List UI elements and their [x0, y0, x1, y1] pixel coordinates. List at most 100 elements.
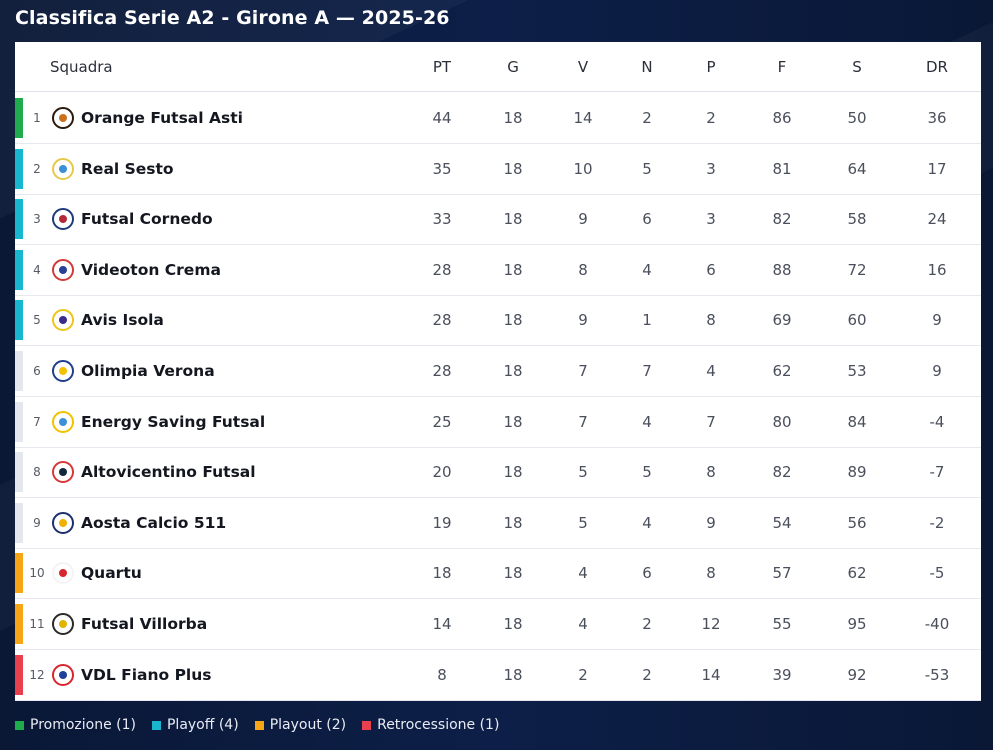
energy-saving-futsal-crest-icon [52, 411, 74, 433]
cell-dr: 9 [932, 311, 942, 329]
team-name[interactable]: Avis Isola [81, 311, 164, 329]
cell-f: 57 [772, 564, 792, 582]
legend-swatch [15, 720, 24, 730]
cell-v: 10 [573, 160, 593, 178]
zone-indicator [15, 553, 23, 593]
cell-pt: 28 [432, 311, 452, 329]
cell-dr: 9 [932, 362, 942, 380]
table-row[interactable]: 4 Videoton Crema 28 18 8 4 6 88 72 16 [15, 245, 981, 296]
table-row[interactable]: 12 VDL Fiano Plus 8 18 2 2 14 39 92 -53 [15, 650, 981, 701]
position-number: 4 [33, 263, 41, 277]
legend-item-playout: Playout (2) [254, 717, 347, 733]
column-header-dr[interactable]: DR [926, 57, 948, 76]
team-name[interactable]: Futsal Villorba [81, 615, 208, 633]
crest-emblem [59, 114, 67, 122]
column-header-team[interactable]: Squadra [50, 57, 113, 76]
cell-n: 5 [642, 463, 652, 481]
cell-p: 8 [706, 463, 716, 481]
position-number: 1 [33, 111, 41, 125]
column-header-s[interactable]: S [852, 57, 862, 76]
cell-v: 8 [578, 261, 588, 279]
column-header-v[interactable]: V [577, 57, 589, 76]
cell-n: 6 [642, 210, 652, 228]
team-name[interactable]: Real Sesto [81, 160, 174, 178]
cell-p: 3 [706, 160, 716, 178]
cell-n: 2 [642, 666, 652, 684]
cell-n: 2 [642, 109, 652, 127]
page-title: Classifica Serie A2 - Girone A — 2025-26 [15, 7, 450, 29]
table-row[interactable]: 7 Energy Saving Futsal 25 18 7 4 7 80 84 -4 [15, 397, 981, 448]
cell-n: 2 [642, 615, 652, 633]
cell-p: 12 [701, 615, 721, 633]
table-row[interactable]: 3 Futsal Cornedo 33 18 9 6 3 82 58 24 [15, 194, 981, 245]
cell-v: 9 [578, 210, 588, 228]
table-row[interactable]: 11 Futsal Villorba 14 18 4 2 12 55 95 -40 [15, 599, 981, 650]
cell-f: 69 [772, 311, 792, 329]
cell-n: 1 [642, 311, 652, 329]
team-name[interactable]: Energy Saving Futsal [81, 413, 266, 431]
zone-indicator [15, 300, 23, 340]
team-name[interactable]: VDL Fiano Plus [81, 666, 212, 684]
legend-label: Playoff (4) [166, 717, 239, 733]
cell-p: 14 [701, 666, 721, 684]
aosta-calcio-511-crest-icon [52, 512, 74, 534]
table-row[interactable]: 10 Quartu 18 18 4 6 8 57 62 -5 [15, 548, 981, 599]
legend-label: Retrocessione (1) [377, 717, 500, 733]
table-row[interactable]: 2 Real Sesto 35 18 10 5 3 81 64 17 [15, 144, 981, 195]
column-header-f[interactable]: F [777, 57, 787, 76]
team-name[interactable]: Aosta Calcio 511 [81, 514, 227, 532]
cell-p: 3 [706, 210, 716, 228]
cell-pt: 44 [432, 109, 452, 127]
crest-emblem [59, 569, 67, 577]
team-name[interactable]: Videoton Crema [81, 261, 221, 279]
team-name[interactable]: Quartu [81, 564, 142, 582]
cell-f: 86 [772, 109, 792, 127]
crest-emblem [59, 215, 67, 223]
table-row[interactable]: 8 Altovicentino Futsal 20 18 5 5 8 82 89 -7 [15, 447, 981, 498]
cell-g: 18 [503, 564, 523, 582]
zone-indicator [15, 452, 23, 492]
cell-v: 5 [578, 514, 588, 532]
cell-n: 6 [642, 564, 652, 582]
cell-p: 6 [706, 261, 716, 279]
cell-dr: 24 [927, 210, 947, 228]
table-row[interactable]: 6 Olimpia Verona 28 18 7 7 4 62 53 9 [15, 346, 981, 397]
cell-p: 2 [706, 109, 716, 127]
table-row[interactable]: 9 Aosta Calcio 511 19 18 5 4 9 54 56 -2 [15, 498, 981, 549]
legend-label: Playout (2) [269, 717, 347, 733]
cell-v: 4 [578, 615, 588, 633]
team-name[interactable]: Olimpia Verona [81, 362, 215, 380]
cell-pt: 33 [432, 210, 452, 228]
cell-p: 9 [706, 514, 716, 532]
crest-emblem [59, 165, 67, 173]
cell-v: 9 [578, 311, 588, 329]
cell-v: 7 [578, 413, 588, 431]
team-name[interactable]: Futsal Cornedo [81, 210, 213, 228]
futsal-cornedo-crest-icon [52, 208, 74, 230]
legend-swatch [362, 720, 372, 730]
cell-s: 62 [847, 564, 867, 582]
cell-g: 18 [503, 109, 523, 127]
zone-indicator [15, 149, 23, 189]
crest-emblem [59, 266, 67, 274]
crest-emblem [59, 468, 67, 476]
zone-indicator [15, 199, 23, 239]
videoton-crema-crest-icon [52, 259, 74, 281]
column-header-pt[interactable]: PT [432, 57, 452, 76]
cell-v: 7 [578, 362, 588, 380]
zone-indicator [15, 98, 23, 138]
cell-v: 4 [578, 564, 588, 582]
cell-g: 18 [503, 261, 523, 279]
table-row[interactable]: 1 Orange Futsal Asti 44 18 14 2 2 86 50 36 [15, 93, 981, 144]
team-name[interactable]: Altovicentino Futsal [81, 463, 256, 481]
cell-s: 89 [847, 463, 867, 481]
table-row[interactable]: 5 Avis Isola 28 18 9 1 8 69 60 9 [15, 295, 981, 346]
column-header-n[interactable]: N [641, 57, 653, 76]
cell-s: 72 [847, 261, 867, 279]
column-header-p[interactable]: P [706, 57, 716, 76]
cell-g: 18 [503, 362, 523, 380]
cell-f: 39 [772, 666, 792, 684]
team-name[interactable]: Orange Futsal Asti [81, 109, 243, 127]
orange-futsal-asti-crest-icon [52, 107, 74, 129]
column-header-g[interactable]: G [507, 57, 519, 76]
